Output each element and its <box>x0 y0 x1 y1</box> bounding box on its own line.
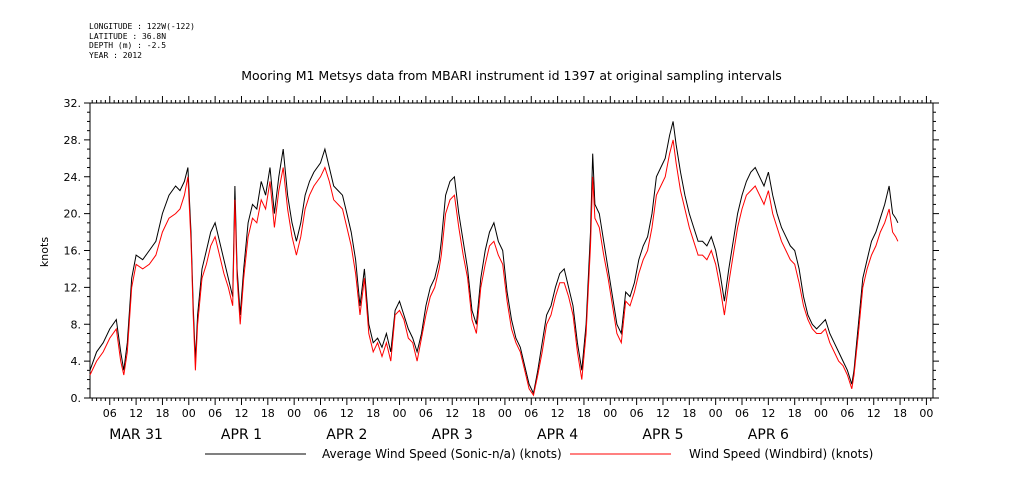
longitude-label: LONGITUDE : 122W(-122) <box>89 22 195 31</box>
x-tick-label: 18 <box>261 407 275 420</box>
x-tick-label: 12 <box>656 407 670 420</box>
x-day-label: APR 2 <box>326 427 367 443</box>
x-tick-label: 00 <box>498 407 512 420</box>
plot-frame <box>89 102 934 399</box>
x-tick-label: 12 <box>551 407 565 420</box>
x-tick-label: 06 <box>840 407 854 420</box>
x-tick-label: 06 <box>208 407 222 420</box>
y-axis: 0. 4. 8. 12. 16. 20. 24. 28. 32. <box>64 97 939 405</box>
y-tick-label: 24. <box>64 171 82 184</box>
x-tick-label: 00 <box>919 407 933 420</box>
x-day-label: APR 5 <box>642 427 683 443</box>
metadata-block: LONGITUDE : 122W(-122) LATITUDE : 36.8N … <box>89 22 195 60</box>
x-tick-label: 00 <box>814 407 828 420</box>
series-group <box>89 121 899 397</box>
x-axis: 06 12 18 00 06 12 18 00 06 12 18 00 06 12 18 00 06 12 18 00… <box>91 96 933 443</box>
x-tick-label: 00 <box>182 407 196 420</box>
x-tick-label: 06 <box>524 407 538 420</box>
y-tick-label: 20. <box>64 208 82 221</box>
x-tick-label: 18 <box>366 407 380 420</box>
x-tick-label: 12 <box>445 407 459 420</box>
x-tick-label: 18 <box>788 407 802 420</box>
y-tick-label: 32. <box>64 97 82 110</box>
y-tick-label: 0. <box>71 392 82 405</box>
series-line-windbird <box>89 139 899 397</box>
x-tick-label: 18 <box>577 407 591 420</box>
depth-label: DEPTH (m) : -2.5 <box>89 41 167 50</box>
x-tick-label: 00 <box>287 407 301 420</box>
x-tick-label: 06 <box>419 407 433 420</box>
x-day-label: APR 6 <box>748 427 789 443</box>
x-tick-label: 06 <box>314 407 328 420</box>
x-tick-label: 12 <box>234 407 248 420</box>
y-tick-label: 28. <box>64 134 82 147</box>
y-tick-label: 16. <box>64 245 82 258</box>
x-day-label: APR 4 <box>537 427 578 443</box>
plot-border <box>89 102 934 399</box>
legend: Average Wind Speed (Sonic-n/a) (knots) W… <box>205 447 873 461</box>
x-tick-label: 18 <box>893 407 907 420</box>
x-tick-label: 06 <box>630 407 644 420</box>
x-day-label: APR 1 <box>221 427 262 443</box>
x-tick-label: 12 <box>867 407 881 420</box>
x-tick-label: 00 <box>709 407 723 420</box>
y-axis-label: knots <box>38 237 51 267</box>
y-tick-label: 4. <box>71 355 82 368</box>
x-day-label: APR 3 <box>432 427 473 443</box>
x-tick-label: 06 <box>103 407 117 420</box>
x-tick-label: 12 <box>340 407 354 420</box>
x-tick-label: 18 <box>472 407 486 420</box>
y-tick-label: 12. <box>64 281 82 294</box>
x-tick-label: 00 <box>603 407 617 420</box>
year-label: YEAR : 2012 <box>89 50 142 60</box>
legend-label-windbird: Wind Speed (Windbird) (knots) <box>689 447 873 461</box>
legend-label-sonic: Average Wind Speed (Sonic-n/a) (knots) <box>322 447 562 461</box>
x-tick-label: 00 <box>393 407 407 420</box>
chart-title: Mooring M1 Metsys data from MBARI instru… <box>241 68 782 83</box>
series-line-sonic <box>89 121 899 395</box>
x-tick-label: 06 <box>735 407 749 420</box>
x-tick-label: 12 <box>761 407 775 420</box>
y-tick-label: 8. <box>71 318 82 331</box>
x-tick-label: 12 <box>129 407 143 420</box>
x-day-label: MAR 31 <box>109 427 163 443</box>
x-tick-label: 18 <box>155 407 169 420</box>
x-tick-label: 18 <box>682 407 696 420</box>
latitude-label: LATITUDE : 36.8N <box>89 31 167 41</box>
